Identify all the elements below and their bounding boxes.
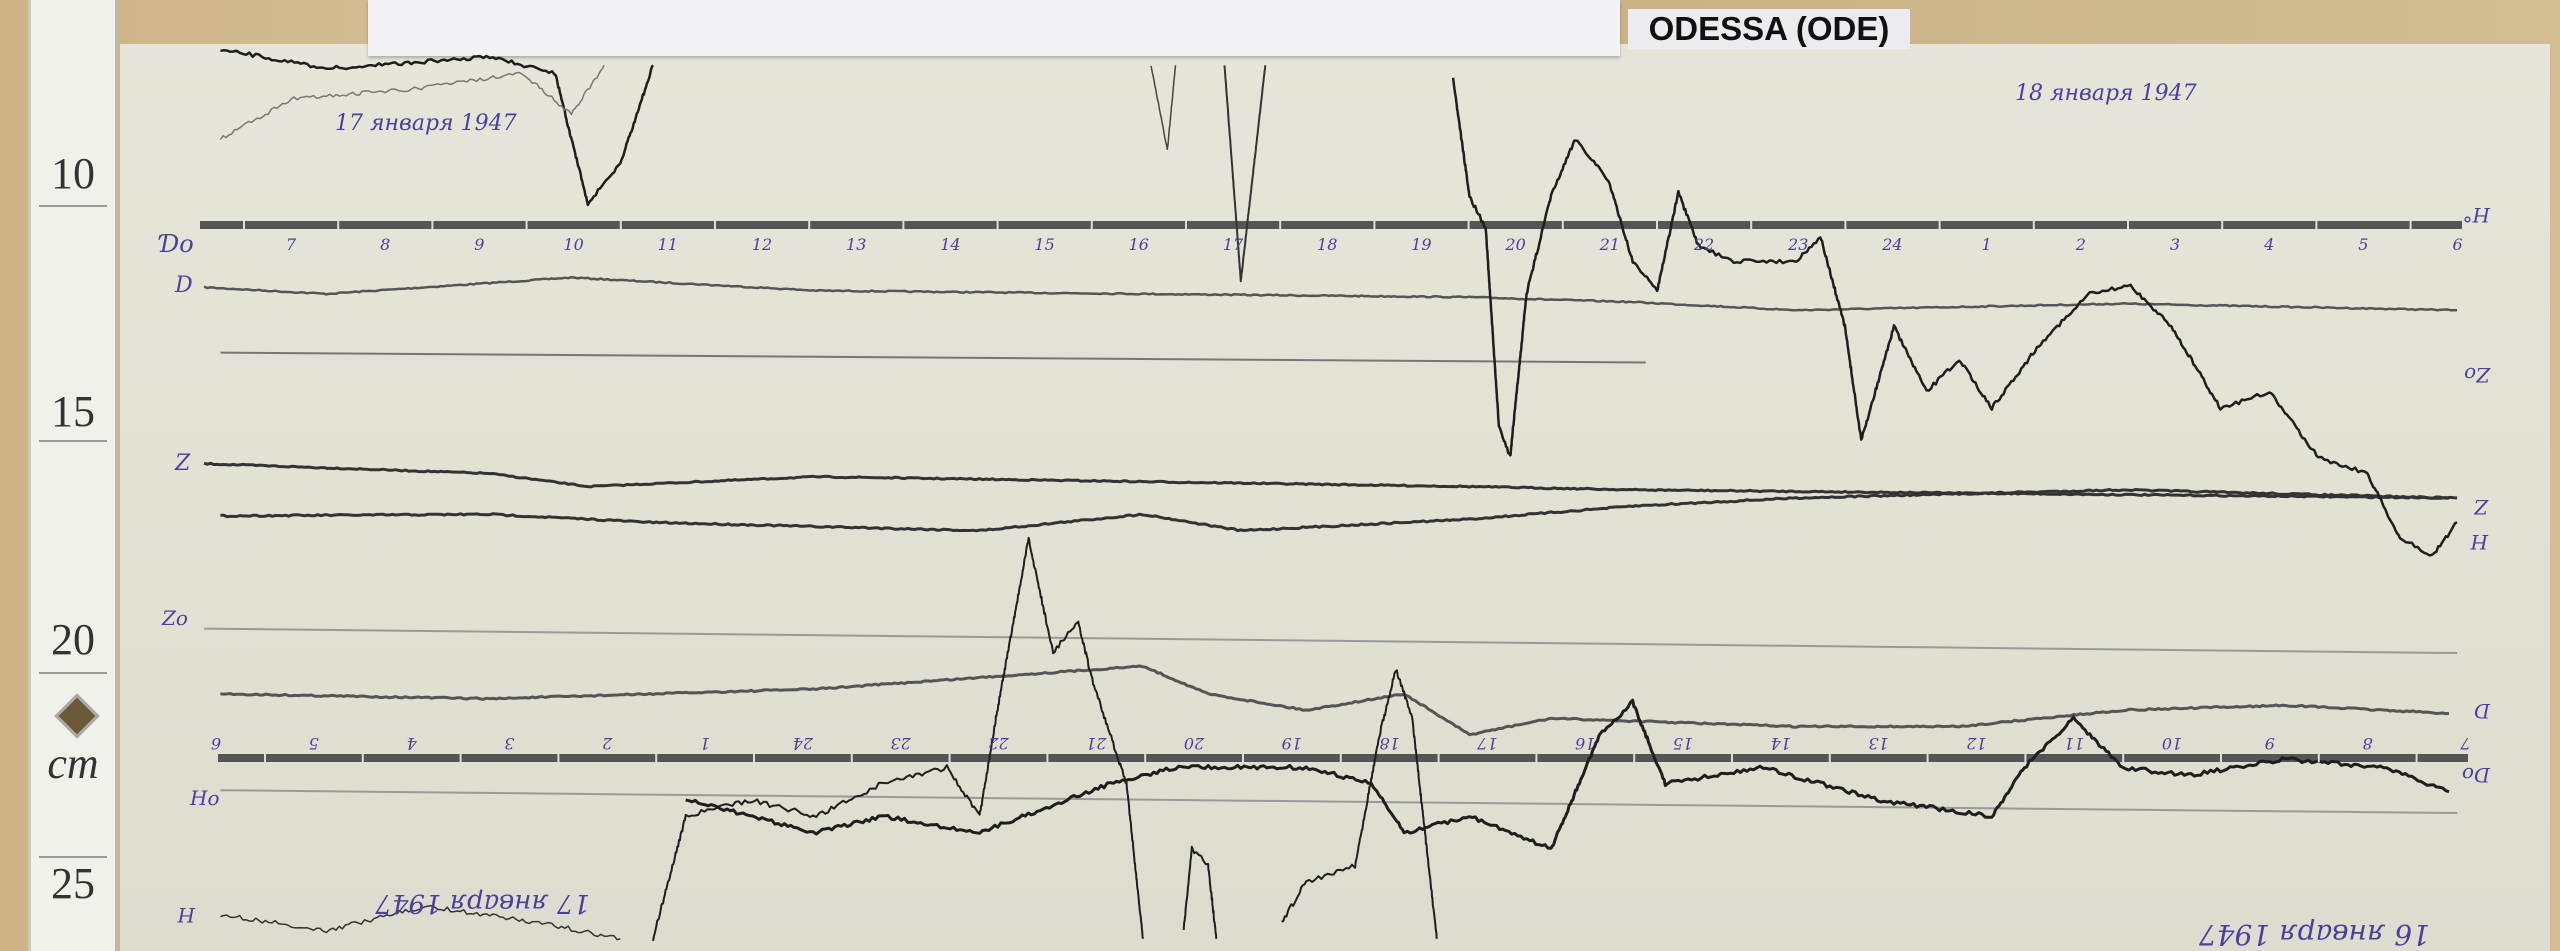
hour-label-top: 24 [1881,235,1902,254]
trace-d [203,275,2458,312]
hour-label-bottom: 11 [2064,734,2084,753]
hour-label-top: 13 [846,235,866,254]
hour-label-bottom: 1 [700,734,710,753]
hour-label-bottom: 12 [1966,734,1986,753]
hour-label-top: 14 [940,235,960,254]
hour-label-bottom: 2 [602,734,613,753]
label-h0-right: H° [2463,203,2491,227]
hour-label-bottom: 13 [1868,734,1888,753]
ruler-tick [39,440,107,442]
trace-lower [685,698,2450,850]
hour-label-top: 16 [1129,235,1149,254]
ruler-tick [39,672,107,674]
label-h0: Ho [189,786,219,810]
trace-bottom-left [220,904,621,941]
hour-label-bottom: 21 [1086,734,1107,753]
magnetogram-paper [120,44,2550,951]
hour-label-bottom: 5 [309,734,319,753]
hour-label-bottom: 20 [1184,734,1205,753]
ruler-tick [39,205,107,207]
baseline-d [220,351,1646,364]
hour-label-bottom: 19 [1282,734,1302,753]
hour-label-top: 2 [2075,235,2086,254]
ruler-mark-25: 25 [51,859,95,908]
hour-label-bottom: 16 [1575,734,1595,753]
hour-label-bottom: 14 [1771,734,1791,753]
trace-lower-large [652,536,1144,942]
hour-label-top: 19 [1411,235,1431,254]
hour-label-top: 7 [286,235,297,254]
hour-label-bottom: 8 [2363,734,2373,753]
hour-label-bottom: 7 [2459,734,2470,753]
hour-label-top: 9 [474,235,484,254]
trace-top-mid [1223,65,1267,283]
label-h-bottom: H [177,903,196,927]
date-bottom-left: 17 января 1947 [375,888,590,918]
hour-label-bottom: 23 [890,734,911,753]
date-top-right: 18 января 1947 [2015,81,2197,106]
ruler-mark-15: 15 [51,387,95,436]
hour-label-top: 15 [1034,235,1054,254]
hour-label-top: 18 [1317,235,1337,254]
label-z-right: Z [2473,495,2489,519]
trace-lower-large [1182,845,1218,939]
hour-label-top: 12 [752,235,772,254]
trace-upper-right [1451,77,2458,557]
label-h-right: H [2470,530,2489,554]
hour-label-bottom: 9 [2265,734,2275,753]
station-label: ODESSA (ODE) [1628,9,1910,49]
hour-label-bottom: 10 [2162,734,2182,753]
hour-label-top: 17 [1223,235,1244,254]
trace-z0 [220,664,2450,737]
hour-label-bottom: 18 [1379,734,1399,753]
label-z0: Zo [161,606,188,630]
hour-label-bottom: 6 [211,734,221,753]
date-bottom-right: 16 января 1947 [2199,918,2430,951]
hour-label-top: 10 [563,235,583,254]
hour-label-top: 6 [2453,235,2463,254]
baseline-h0 [220,789,2458,815]
baseline-z0 [204,627,2458,655]
ruler: 10 15 20 cm 25 [28,0,118,951]
hour-label-bottom: 15 [1673,734,1693,753]
trace-top-mid [1150,65,1177,151]
hour-label-bottom: 17 [1476,734,1497,753]
trace-top-left [220,49,655,207]
hour-label-top: 1 [1982,235,1992,254]
hour-label-top: 3 [2170,235,2180,254]
hour-label-top: 22 [1693,235,1714,254]
hour-label-top: 20 [1504,235,1525,254]
hour-label-top: 21 [1599,235,1620,254]
hour-label-top: 11 [658,235,678,254]
hour-label-bottom: 24 [793,734,814,753]
label-z: Z [174,451,191,476]
ruler-tick [39,856,107,858]
trace-h [220,488,2450,533]
ruler-unit: cm [47,739,99,788]
hour-label-top: 8 [380,235,390,254]
hour-bar-top [200,221,2462,229]
ruler-mark-10: 10 [51,149,95,198]
trace-lower-large [1281,669,1438,939]
ruler-mark-20: 20 [51,615,95,664]
label-d0: Ɗo [158,230,194,258]
trace-z [203,461,2458,500]
hour-bar-bottom [218,754,2468,762]
label-d: D [174,273,193,298]
hour-label-bottom: 3 [504,734,514,753]
hour-label-bottom: 4 [407,734,418,753]
label-d0-right: Do [2462,763,2491,787]
label-d-right: D [2474,699,2491,723]
label-z0-right: Zo [2464,363,2491,387]
hour-label-top: 5 [2358,235,2368,254]
hour-label-top: 23 [1787,235,1808,254]
trace-top-left-faint [219,64,605,141]
date-top-left: 17 января 1947 [335,111,517,136]
hour-label-top: 4 [2263,235,2274,254]
attached-paper-strip [368,0,1620,56]
hour-label-bottom: 22 [988,734,1009,753]
